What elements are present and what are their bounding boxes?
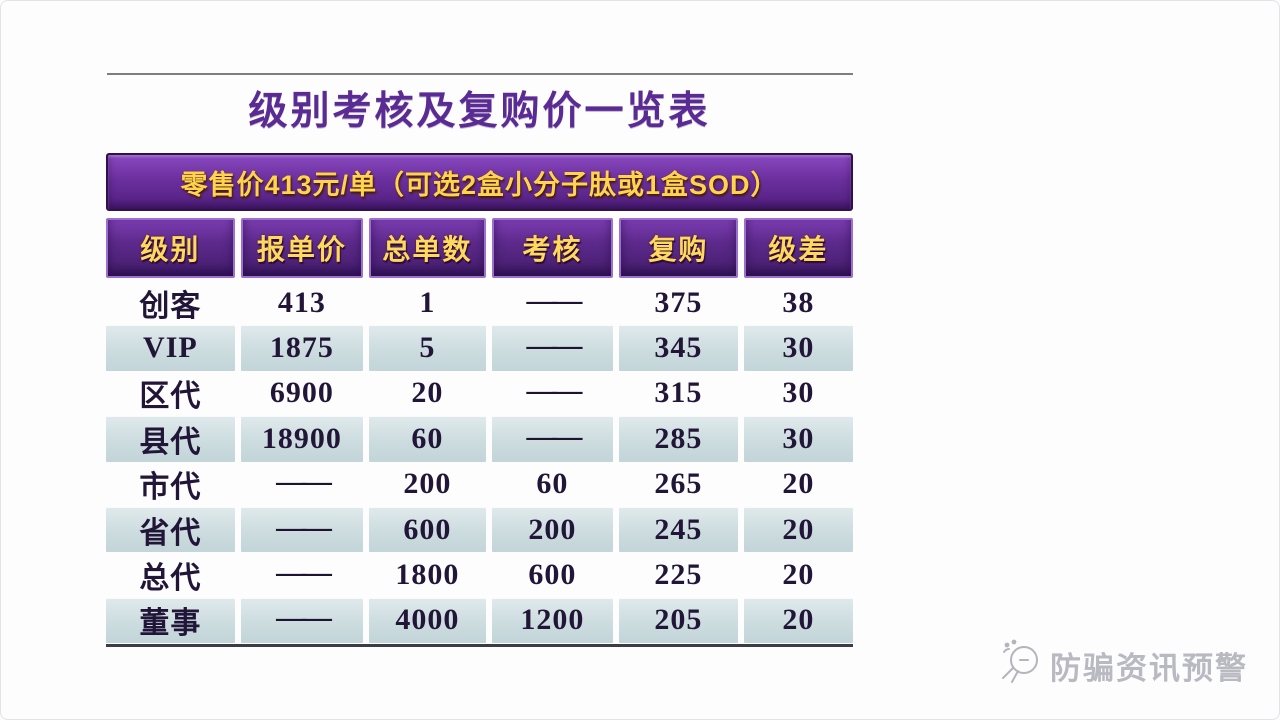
table-cell: VIP (106, 325, 235, 371)
table-row: 市代 —— 200 60 265 20 (106, 462, 853, 507)
table-cell: —— (491, 416, 613, 462)
table-cell: 265 (654, 467, 703, 501)
watermark-text: 防骗资讯预警 (1050, 650, 1248, 686)
table-row: VIP 1875 5 —— 345 30 (106, 325, 853, 371)
table-cell: 20 (411, 376, 444, 410)
table-cell: 20 (782, 558, 815, 592)
table-cell: 225 (654, 558, 703, 592)
table-cell: —— (240, 506, 363, 553)
table-cell: 30 (782, 376, 815, 410)
table-cell: 县代 (106, 416, 235, 462)
header-cell-level: 级别 (106, 218, 235, 278)
table-cell: 1 (419, 285, 436, 319)
table-cell: 285 (618, 416, 738, 462)
table-cell: 245 (618, 506, 738, 553)
table-cell: 4000 (369, 597, 486, 644)
header-cell-total-orders: 总单数 (369, 218, 486, 278)
table-cell: 38 (782, 285, 815, 319)
table-cell: 60 (536, 467, 569, 501)
table-cell: 区代 (139, 380, 202, 414)
table-cell: 600 (369, 506, 486, 553)
table-cell: 30 (743, 416, 853, 462)
table-cell: 200 (403, 467, 452, 501)
table-cell: 20 (782, 467, 815, 501)
table-row: 县代 18900 60 —— 285 30 (106, 416, 853, 462)
table-cell: 315 (654, 376, 703, 410)
table-row: 创客 413 1 —— 375 38 (106, 280, 853, 325)
table-cell: —— (526, 283, 583, 317)
table-row: 总代 —— 1800 600 225 20 (106, 552, 853, 597)
table-cell: 1800 (395, 558, 460, 592)
table-cell: 20 (743, 506, 853, 553)
table-cell: 18900 (240, 416, 363, 462)
table-cell: 1200 (491, 597, 613, 644)
table-cell: 200 (491, 506, 613, 553)
divider-rule (107, 73, 853, 75)
table-cell: 413 (277, 285, 326, 319)
table-row: 区代 6900 20 —— 315 30 (106, 371, 853, 416)
table-cell: —— (240, 597, 363, 644)
table-cell: 600 (528, 558, 577, 592)
table-cell: 205 (618, 597, 738, 644)
table-cell: 345 (618, 325, 738, 371)
table-cell: 5 (369, 325, 486, 371)
header-cell-order-price: 报单价 (240, 218, 363, 278)
whistle-alert-icon (998, 638, 1042, 693)
levels-table-body: 创客 413 1 —— 375 38 VIP 1875 5 —— 345 30 … (106, 280, 853, 644)
table-row: 省代 —— 600 200 245 20 (106, 506, 853, 553)
watermark: 防骗资讯预警 (998, 638, 1248, 693)
table-cell: 1875 (240, 325, 363, 371)
table-cell: 30 (743, 325, 853, 371)
price-banner: 零售价413元/单（可选2盒小分子肽或1盒SOD） (106, 153, 853, 211)
table-bottom-border (106, 644, 853, 647)
price-banner-text: 零售价413元/单（可选2盒小分子肽或1盒SOD） (180, 169, 779, 200)
table-cell: 创客 (139, 289, 202, 323)
header-cell-level-diff: 级差 (743, 218, 853, 278)
table-cell: —— (276, 556, 332, 590)
table-cell: 市代 (139, 471, 202, 505)
table-cell: 60 (369, 416, 486, 462)
table-cell: 总代 (139, 562, 202, 596)
header-cell-repurchase: 复购 (618, 218, 738, 278)
table-cell: 375 (654, 285, 703, 319)
table-cell: 省代 (106, 506, 235, 553)
table-cell: 董事 (106, 597, 235, 644)
table-cell: —— (276, 465, 332, 499)
table-cell: —— (491, 325, 613, 371)
table-cell: —— (526, 374, 583, 408)
table-row: 董事 —— 4000 1200 205 20 (106, 597, 853, 644)
table-cell: 6900 (269, 376, 334, 410)
table-cell: 20 (743, 597, 853, 644)
page-title: 级别考核及复购价一览表 (248, 90, 711, 133)
header-cell-assessment: 考核 (491, 218, 613, 278)
table-header-row: 级别 报单价 总单数 考核 复购 级差 (106, 218, 853, 278)
